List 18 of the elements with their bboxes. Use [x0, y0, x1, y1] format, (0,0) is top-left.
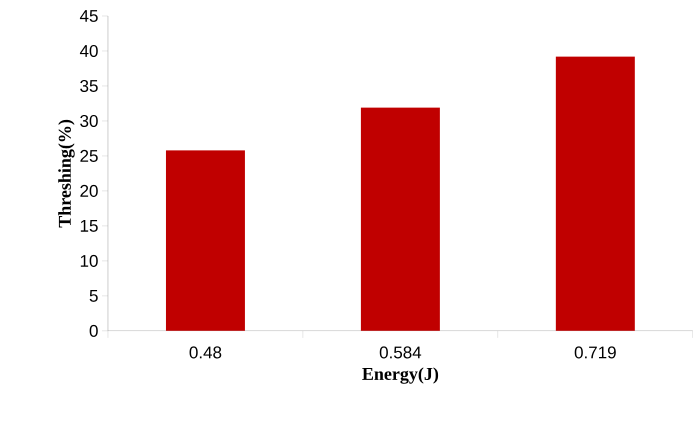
x-tick-label: 0.719: [574, 346, 616, 359]
y-tick-label: 40: [80, 45, 98, 58]
y-tick-label: 5: [90, 290, 98, 302]
y-tick-label: 25: [80, 150, 98, 162]
x-tick-label: 0.48: [190, 346, 222, 359]
y-axis-title: Threshing(%): [58, 120, 75, 228]
y-tick-label: 45: [80, 10, 98, 22]
y-tick-label: 35: [80, 80, 98, 92]
y-tick-label: 20: [80, 184, 98, 198]
x-axis-title: Energy(J): [362, 367, 438, 384]
bar: [360, 108, 440, 331]
y-tick-label: 10: [80, 254, 98, 268]
y-tick-label: 30: [80, 115, 98, 128]
y-tick-label: 0: [90, 324, 98, 337]
x-tick-label: 0.584: [380, 346, 422, 359]
bar: [166, 150, 245, 331]
bar: [556, 56, 635, 331]
y-tick-label: 15: [80, 220, 98, 232]
